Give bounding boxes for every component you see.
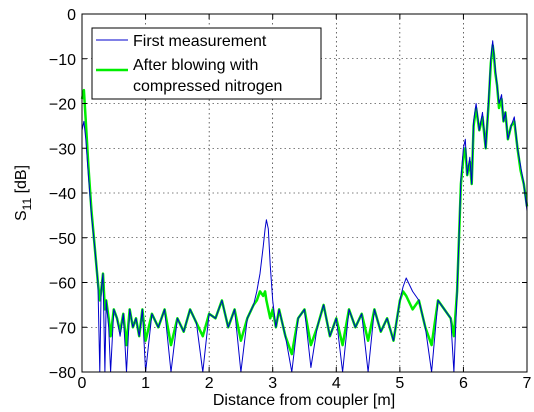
x-axis-label: Distance from coupler [m] (213, 392, 395, 409)
x-tick-label: 4 (332, 375, 341, 392)
y-tick-label: −70 (49, 320, 76, 337)
y-axis-label: S11 [dB] (13, 165, 34, 221)
y-tick-label: −20 (49, 97, 76, 114)
y-tick-label: 0 (67, 7, 76, 24)
x-tick-label: 6 (459, 375, 468, 392)
series-line-first-measurement (81, 40, 528, 373)
legend-label-after-blowing-line1: After blowing with (133, 57, 258, 74)
y-tick-label: −60 (49, 276, 76, 293)
y-tick-label: −50 (49, 231, 76, 248)
tick-labels: 0 1 2 3 4 5 6 7 0 −10 −20 −30 −40 −50 −60 −70 −80 (49, 7, 532, 392)
x-tick-label: 3 (268, 375, 277, 392)
x-tick-label: 7 (523, 375, 532, 392)
y-tick-label: −80 (49, 365, 76, 382)
y-tick-label: −10 (49, 52, 76, 69)
ticks (81, 13, 528, 373)
legend-label-after-blowing-line2: compressed nitrogen (133, 78, 282, 95)
legend-label-first-measurement: First measurement (133, 33, 267, 50)
legend-box (91, 27, 322, 100)
x-tick-label: 2 (205, 375, 214, 392)
y-tick-label: −40 (49, 186, 76, 203)
legend: First measurement After blowing with com… (91, 27, 322, 100)
y-tick-label: −30 (49, 141, 76, 158)
plot-lines (80, 40, 529, 373)
x-tick-label: 5 (395, 375, 404, 392)
x-tick-label: 0 (78, 375, 87, 392)
x-tick-label: 1 (141, 375, 150, 392)
